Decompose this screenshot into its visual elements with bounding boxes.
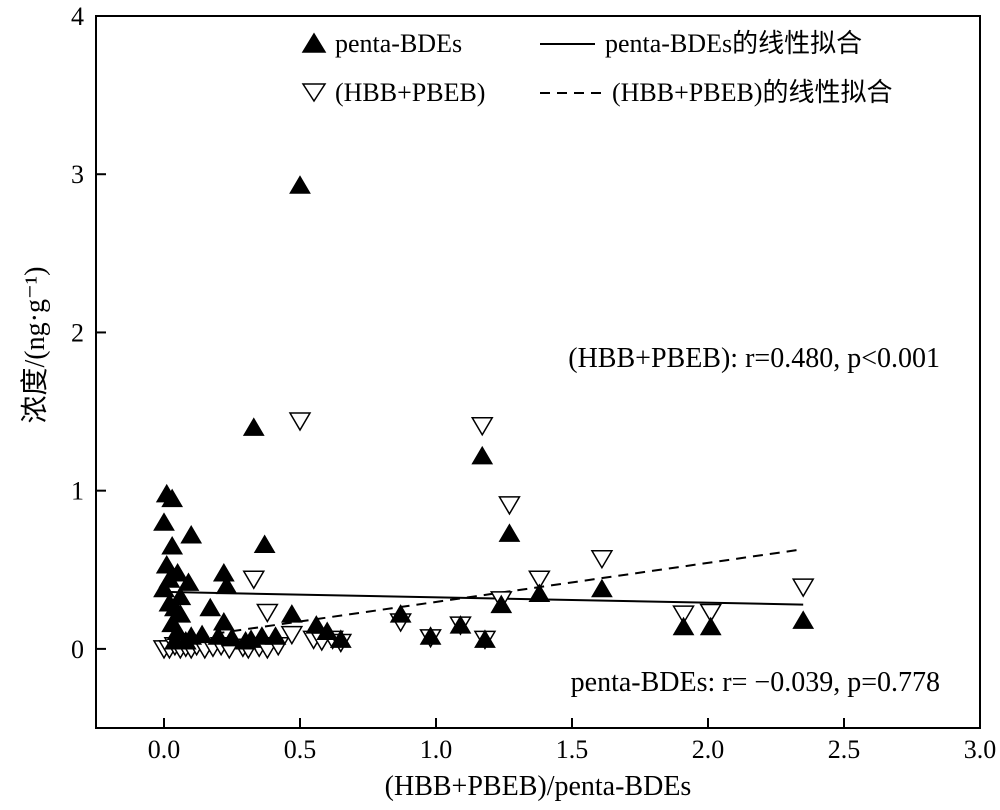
penta-point — [191, 624, 213, 644]
y-tick-label: 0 — [71, 635, 84, 664]
penta-stats-annotation: penta-BDEs: r= −0.039, p=0.778 — [571, 667, 940, 698]
penta-point — [199, 597, 222, 617]
penta-point — [389, 604, 412, 623]
x-tick-label: 3.0 — [964, 735, 997, 764]
penta-point — [253, 534, 276, 553]
hbb-point — [590, 549, 614, 570]
legend-hbb-label: (HBB+PBEB) — [335, 78, 485, 107]
hbb-point — [699, 603, 723, 623]
x-tick-label: 0.5 — [284, 735, 317, 764]
penta-fit-line — [163, 590, 804, 606]
penta-point — [161, 536, 184, 555]
hbb-point — [288, 412, 312, 432]
penta-point — [672, 616, 695, 636]
hbb-point — [256, 603, 279, 623]
penta-point — [419, 626, 442, 645]
y-axis: 0 1 2 3 4 — [71, 2, 106, 664]
penta-point — [498, 523, 521, 542]
penta-point — [207, 626, 230, 645]
penta-point — [153, 512, 175, 531]
penta-point — [792, 610, 815, 629]
hbb-point — [528, 570, 551, 590]
y-tick-label: 3 — [71, 160, 84, 189]
x-axis-label: (HBB+PBEB)/penta-BDEs — [385, 771, 692, 802]
penta-point — [528, 583, 551, 603]
penta-point — [474, 629, 496, 648]
penta-point — [177, 572, 200, 591]
hbb-point — [672, 605, 695, 625]
penta-point — [490, 594, 513, 614]
y-tick-label: 2 — [71, 318, 84, 347]
penta-point — [164, 630, 186, 650]
x-axis: 0.0 0.5 1.0 1.5 2.0 2.5 3.0 — [148, 718, 997, 764]
penta-point — [264, 626, 287, 645]
y-axis-label: 浓度/(ng·g⁻¹) — [19, 267, 51, 424]
penta-point — [316, 621, 339, 640]
hbb-stats-annotation: (HBB+PBEB): r=0.480, p<0.001 — [568, 343, 940, 374]
penta-point — [289, 175, 311, 194]
penta-point — [215, 575, 238, 595]
y-tick-label: 1 — [71, 477, 84, 506]
legend-penta-fit-label: penta-BDEs的线性拟合 — [605, 29, 862, 58]
x-tick-label: 1.5 — [556, 735, 589, 764]
penta-point — [242, 417, 265, 436]
penta-point — [212, 612, 235, 631]
penta-point — [251, 626, 273, 645]
plot-frame — [95, 15, 981, 729]
penta-point — [155, 555, 178, 574]
penta-point — [305, 615, 328, 634]
legend-penta-marker — [301, 32, 327, 53]
penta-point — [449, 615, 472, 634]
penta-point — [212, 562, 235, 582]
hbb-point — [280, 625, 304, 646]
x-tick-label: 2.0 — [692, 735, 725, 764]
penta-point — [153, 578, 175, 598]
penta-point — [180, 524, 203, 544]
penta-point — [221, 627, 243, 647]
penta-point — [591, 578, 613, 598]
legend: penta-BDEs penta-BDEs的线性拟合 (HBB+PBEB) (H… — [301, 29, 892, 107]
penta-point — [329, 629, 352, 648]
penta-point — [161, 488, 184, 508]
hbb-point — [470, 417, 494, 437]
penta-point — [471, 445, 494, 465]
hbb-point — [242, 570, 266, 590]
penta-point — [280, 604, 303, 623]
legend-hbb-marker — [301, 83, 327, 103]
x-tick-label: 2.5 — [828, 735, 861, 764]
hbb-point — [791, 578, 815, 598]
legend-hbb-fit-label: (HBB+PBEB)的线性拟合 — [612, 78, 892, 107]
x-tick-label: 1.0 — [420, 735, 453, 764]
y-tick-label: 4 — [71, 2, 84, 31]
legend-penta-label: penta-BDEs — [335, 29, 462, 58]
penta-point — [699, 616, 722, 636]
penta-points — [153, 175, 815, 650]
hbb-point — [498, 496, 521, 516]
penta-point — [169, 604, 192, 623]
x-tick-label: 0.0 — [148, 735, 181, 764]
hbb-fit-line — [163, 548, 804, 642]
